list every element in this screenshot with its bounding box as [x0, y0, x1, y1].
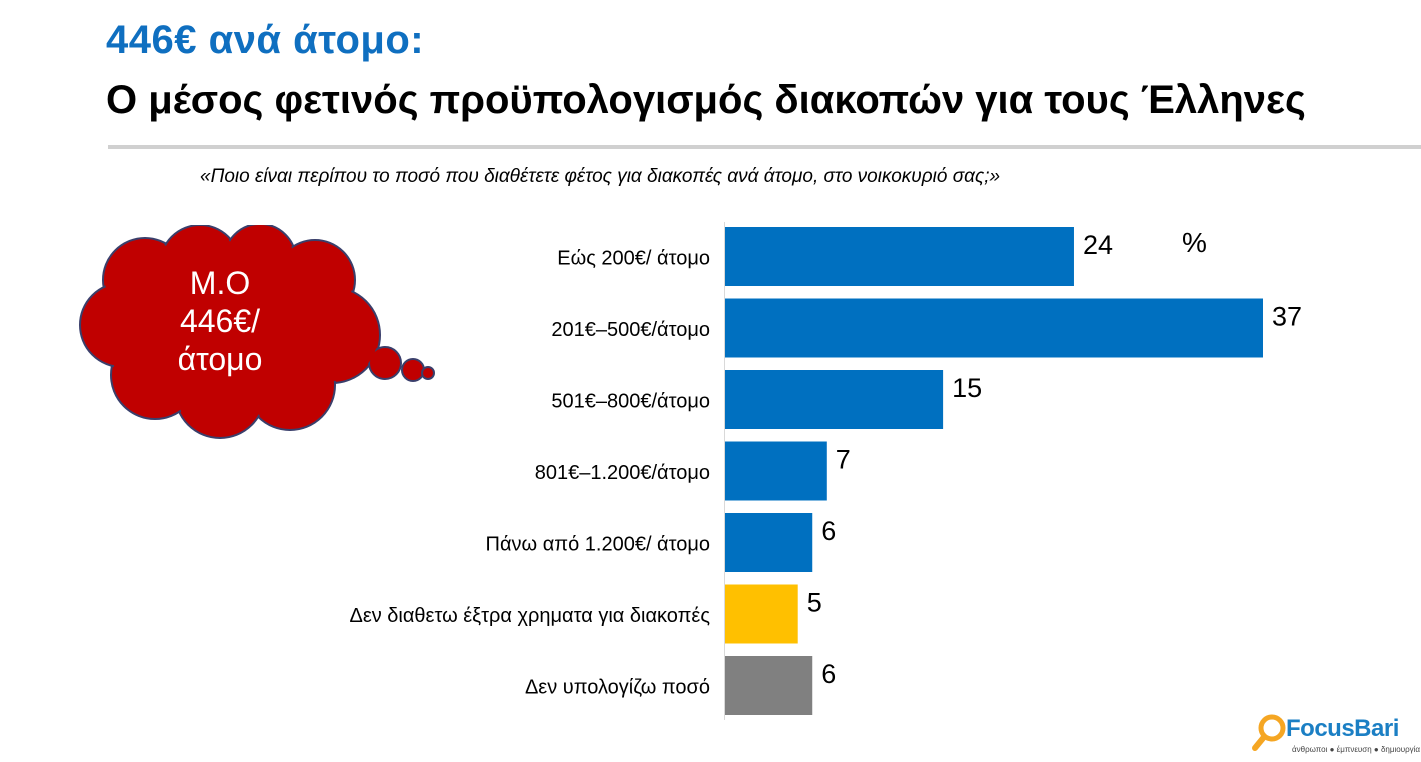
- value-label-5: 5: [807, 588, 822, 618]
- bar-0: [725, 227, 1074, 286]
- value-label-6: 6: [821, 659, 836, 689]
- bar-2: [725, 370, 944, 429]
- bar-6: [725, 656, 813, 715]
- bar-1: [725, 298, 1263, 358]
- value-label-1: 37: [1272, 302, 1302, 332]
- category-label-4: Πάνω από 1.200€/ άτομο: [486, 534, 710, 556]
- category-label-3: 801€–1.200€/άτομο: [535, 462, 710, 484]
- bar-4: [725, 513, 813, 572]
- bar-3: [725, 441, 827, 501]
- average-callout-text: Μ.Ο 446€/ άτομο: [150, 264, 290, 378]
- value-label-3: 7: [836, 445, 851, 475]
- logo-tagline: άνθρωποι ● έμπνευση ● δημιουργία: [1292, 745, 1421, 754]
- callout-line-1: Μ.Ο: [189, 265, 251, 301]
- category-label-2: 501€–800€/άτομο: [551, 391, 710, 413]
- unit-label: %: [1182, 227, 1207, 258]
- title-line-2: Ο μέσος φετινός προϋπολογισμός διακοπών …: [106, 78, 1306, 122]
- category-label-6: Δεν υπολογίζω ποσό: [525, 677, 710, 699]
- survey-question: «Ποιο είναι περίπου το ποσό που διαθέτετ…: [200, 166, 1001, 187]
- category-label-0: Εώς 200€/ άτομο: [557, 248, 710, 270]
- focusbari-logo-icon: [1252, 714, 1286, 751]
- category-label-1: 201€–500€/άτομο: [551, 319, 710, 341]
- value-label-0: 24: [1083, 230, 1113, 260]
- callout-line-3: άτομο: [177, 341, 263, 377]
- value-label-4: 6: [821, 516, 836, 546]
- title-line-1: 446€ ανά άτομο:: [106, 18, 425, 62]
- logo-name: FocusBari: [1286, 715, 1399, 742]
- bar-5: [725, 584, 798, 644]
- average-callout-cloud: [79, 225, 435, 439]
- category-label-5: Δεν διαθετω έξτρα χρηματα για διακοπές: [349, 605, 710, 627]
- value-label-2: 15: [952, 373, 982, 403]
- title-divider: [108, 145, 1421, 149]
- callout-line-2: 446€/: [179, 303, 261, 339]
